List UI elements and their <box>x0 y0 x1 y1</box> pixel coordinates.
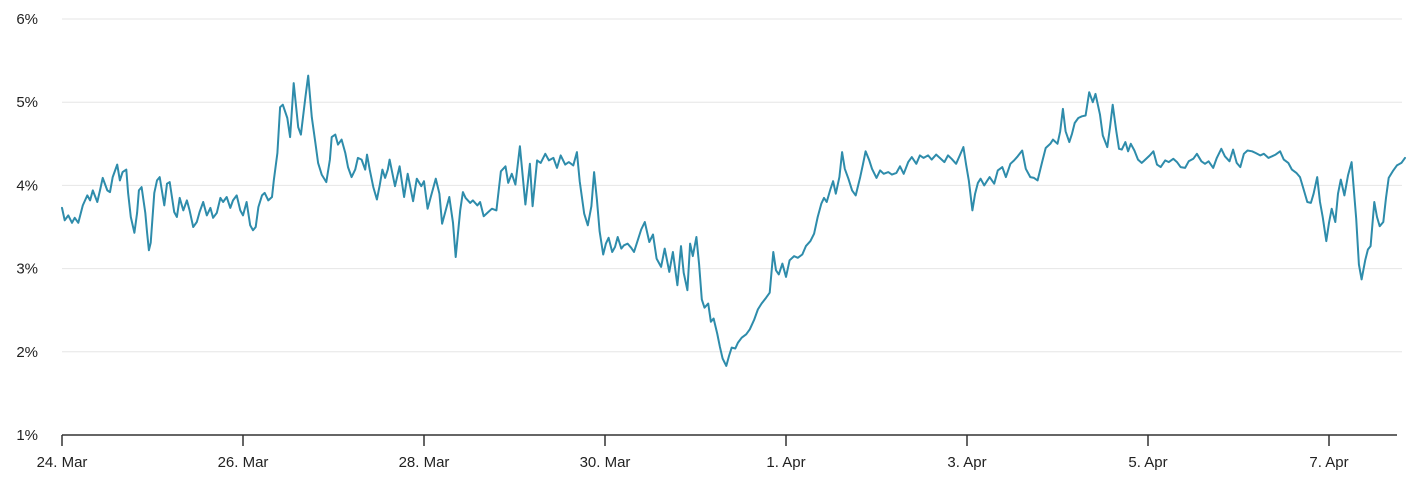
x-axis-label: 30. Mar <box>580 454 631 471</box>
x-axis-label: 28. Mar <box>399 454 450 471</box>
x-axis-label: 26. Mar <box>218 454 269 471</box>
y-axis-label: 3% <box>16 261 38 278</box>
y-axis-label: 1% <box>16 427 38 444</box>
y-axis-label: 5% <box>16 94 38 111</box>
y-axis-label: 2% <box>16 344 38 361</box>
x-axis-label: 1. Apr <box>766 454 805 471</box>
series-group[interactable] <box>61 74 1406 367</box>
x-axis-label: 5. Apr <box>1128 454 1167 471</box>
x-axis-label: 24. Mar <box>37 454 88 471</box>
gridlines-group <box>62 18 1402 353</box>
x-axis-group <box>61 434 1397 446</box>
axis-labels-group: 6% 5% 4% 3% 2% 1% 24. Mar 26. Mar 28. Mar 30. Mar… <box>16 11 1348 471</box>
y-axis-label: 4% <box>16 177 38 194</box>
y-axis-label: 6% <box>16 11 38 28</box>
x-axis-label: 7. Apr <box>1309 454 1348 471</box>
x-axis-label: 3. Apr <box>947 454 986 471</box>
series-line[interactable] <box>61 74 1406 367</box>
